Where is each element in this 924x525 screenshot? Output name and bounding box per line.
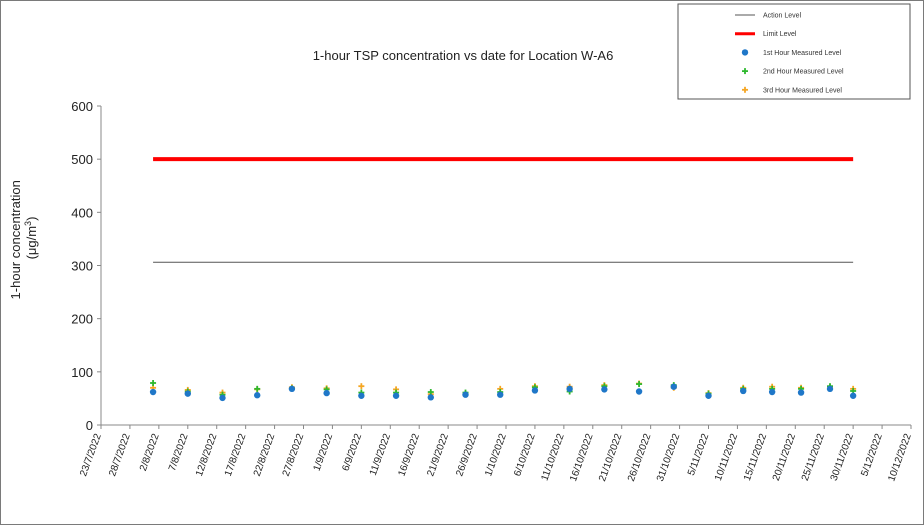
series-1-point [531, 387, 539, 394]
legend-label: 2nd Hour Measured Level [763, 69, 844, 76]
x-tick-label: 5/12/2022 [859, 432, 885, 478]
legend: Action Level Limit Level 1st Hour Measured… [677, 3, 911, 100]
y-tick-label: 600 [71, 99, 93, 114]
x-tick-label: 2/8/2022 [138, 432, 162, 473]
series-1-point [462, 391, 469, 398]
x-tick-label: 7/8/2022 [167, 432, 191, 473]
x-tick-label: 17/8/2022 [223, 432, 249, 478]
x-tick-label: 28/7/2022 [107, 432, 133, 478]
x-tick-label: 31/10/2022 [655, 432, 683, 483]
y-axis-label-sup: 3 [23, 221, 33, 226]
y-tick-label: 500 [71, 152, 93, 167]
series-1-point [849, 392, 857, 399]
y-axis-label-line2: (μg/m3) [23, 217, 39, 260]
series-1-point [705, 392, 712, 399]
x-tick-label: 11/10/2022 [539, 432, 566, 483]
series-1-point [566, 385, 573, 393]
series-2-point [427, 389, 434, 396]
x-tick-label: 1/10/2022 [483, 432, 509, 478]
series-1-point [497, 391, 504, 398]
legend-box [677, 3, 911, 100]
y-tick-label: 400 [71, 205, 93, 220]
x-tick-label: 22/8/2022 [252, 432, 278, 478]
legend-label: Action Level [763, 13, 802, 20]
series-2-point [254, 385, 261, 392]
legend-swatch-series-2 [742, 68, 748, 75]
legend-swatch-series-3 [742, 86, 748, 93]
x-tick-label: 26/9/2022 [454, 432, 480, 478]
x-tick-label: 10/12/2022 [886, 432, 914, 483]
y-tick-label: 300 [71, 259, 93, 274]
legend-swatch-series-1 [741, 49, 749, 56]
series-2-point [150, 379, 157, 386]
series-1-point [392, 392, 400, 399]
y-tick-label: 0 [86, 418, 93, 433]
series-1-point [768, 388, 776, 396]
y-tick-label: 100 [71, 365, 93, 380]
series-1-point [149, 388, 157, 396]
chart-title: 1-hour TSP concentration vs date for Loc… [313, 48, 614, 63]
series-1-point [184, 390, 191, 397]
x-tick-label: 21/9/2022 [425, 432, 451, 478]
x-tick-label: 25/11/2022 [800, 432, 827, 483]
data-points [149, 379, 857, 402]
y-axis: 0 100 200 300 400 500 600 [71, 99, 102, 433]
x-tick-label: 5/11/2022 [686, 432, 711, 477]
x-tick-label: 10/11/2022 [713, 432, 740, 483]
x-tick-label: 27/8/2022 [281, 432, 307, 478]
x-tick-label: 1/9/2022 [312, 432, 336, 473]
series-1-point [826, 385, 834, 393]
x-tick-label: 16/9/2022 [396, 432, 422, 478]
series-1-point [219, 394, 226, 402]
legend-label: Limit Level [763, 31, 797, 38]
x-tick-label: 15/11/2022 [742, 432, 769, 483]
y-axis-label-line1: 1-hour concentration [8, 180, 23, 299]
x-tick-label: 30/11/2022 [829, 432, 856, 483]
legend-label: 3rd Hour Measured Level [763, 87, 842, 94]
series-1-point [254, 392, 261, 399]
series-3-point [358, 383, 365, 390]
x-tick-label: 11/9/2022 [368, 432, 393, 477]
x-tick-label: 6/9/2022 [341, 432, 365, 473]
series-2-point [636, 381, 643, 388]
y-axis-label: 1-hour concentration (μg/m3) [8, 177, 39, 300]
series-1-point [635, 388, 643, 395]
x-tick-label: 26/10/2022 [626, 432, 654, 483]
x-tick-label: 16/10/2022 [568, 432, 596, 483]
series-1-point [797, 389, 805, 396]
series-1-point [358, 392, 365, 399]
x-tick-label: 21/10/2022 [597, 432, 625, 483]
x-tick-label: 23/7/2022 [78, 432, 104, 478]
legend-label: 1st Hour Measured Level [763, 50, 842, 57]
x-tick-label: 12/8/2022 [194, 432, 220, 478]
series-1-point [601, 386, 608, 393]
series-1-point [670, 383, 677, 390]
y-tick-label: 200 [71, 312, 93, 327]
x-tick-label: 20/11/2022 [771, 432, 798, 483]
series-1-point [427, 394, 434, 401]
series-1-point [740, 387, 747, 395]
y-axis-label-end: ) [24, 217, 39, 221]
x-axis: 23/7/2022 28/7/2022 2/8/2022 7/8/2022 12/8/2… [78, 424, 914, 483]
series-1-point [288, 385, 296, 393]
reference-lines [153, 157, 854, 263]
x-tick-label: 6/10/2022 [512, 432, 538, 478]
series-1-point [323, 389, 330, 397]
